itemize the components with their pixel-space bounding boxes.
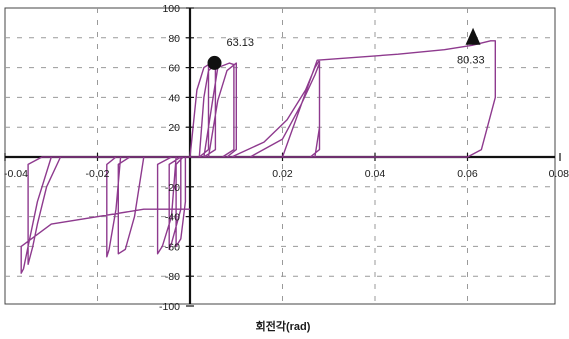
x-tick-label: -0.04 (4, 168, 28, 180)
y-tick-label: 40 (168, 92, 180, 104)
y-tick-label: -40 (165, 212, 180, 224)
y-tick-label: 80 (168, 33, 180, 45)
annotation-label: 63.13 (227, 37, 255, 49)
x-axis-label: 회전각(rad) (256, 319, 311, 333)
y-tick-label: -60 (165, 241, 180, 253)
x-tick-label: -0.02 (86, 168, 110, 180)
series-line (20, 40, 496, 274)
x-tick-label: 0.08 (549, 168, 569, 180)
triangle-marker (465, 27, 481, 45)
x-tick-label: 0.06 (457, 168, 478, 180)
annotation-layer: 63.13 80.33 (207, 27, 485, 70)
x-tick-label: 0.02 (272, 168, 293, 180)
series-layer (20, 40, 496, 274)
tick-label-layer: -0.04 -0.02 0.02 0.04 0.06 0.08 -100 -80 -60 -40 -… (4, 3, 569, 313)
y-tick-label: -80 (165, 271, 180, 283)
annotation-label: 80.33 (457, 54, 485, 66)
y-tick-label: 60 (168, 63, 180, 75)
y-tick-label: 100 (162, 3, 180, 15)
grid (5, 8, 555, 304)
y-tick-label: -20 (165, 182, 180, 194)
circle-marker (207, 55, 222, 70)
y-tick-label: 20 (168, 122, 180, 134)
x-tick-label: 0.04 (365, 168, 386, 180)
y-tick-label: -100 (159, 301, 180, 313)
